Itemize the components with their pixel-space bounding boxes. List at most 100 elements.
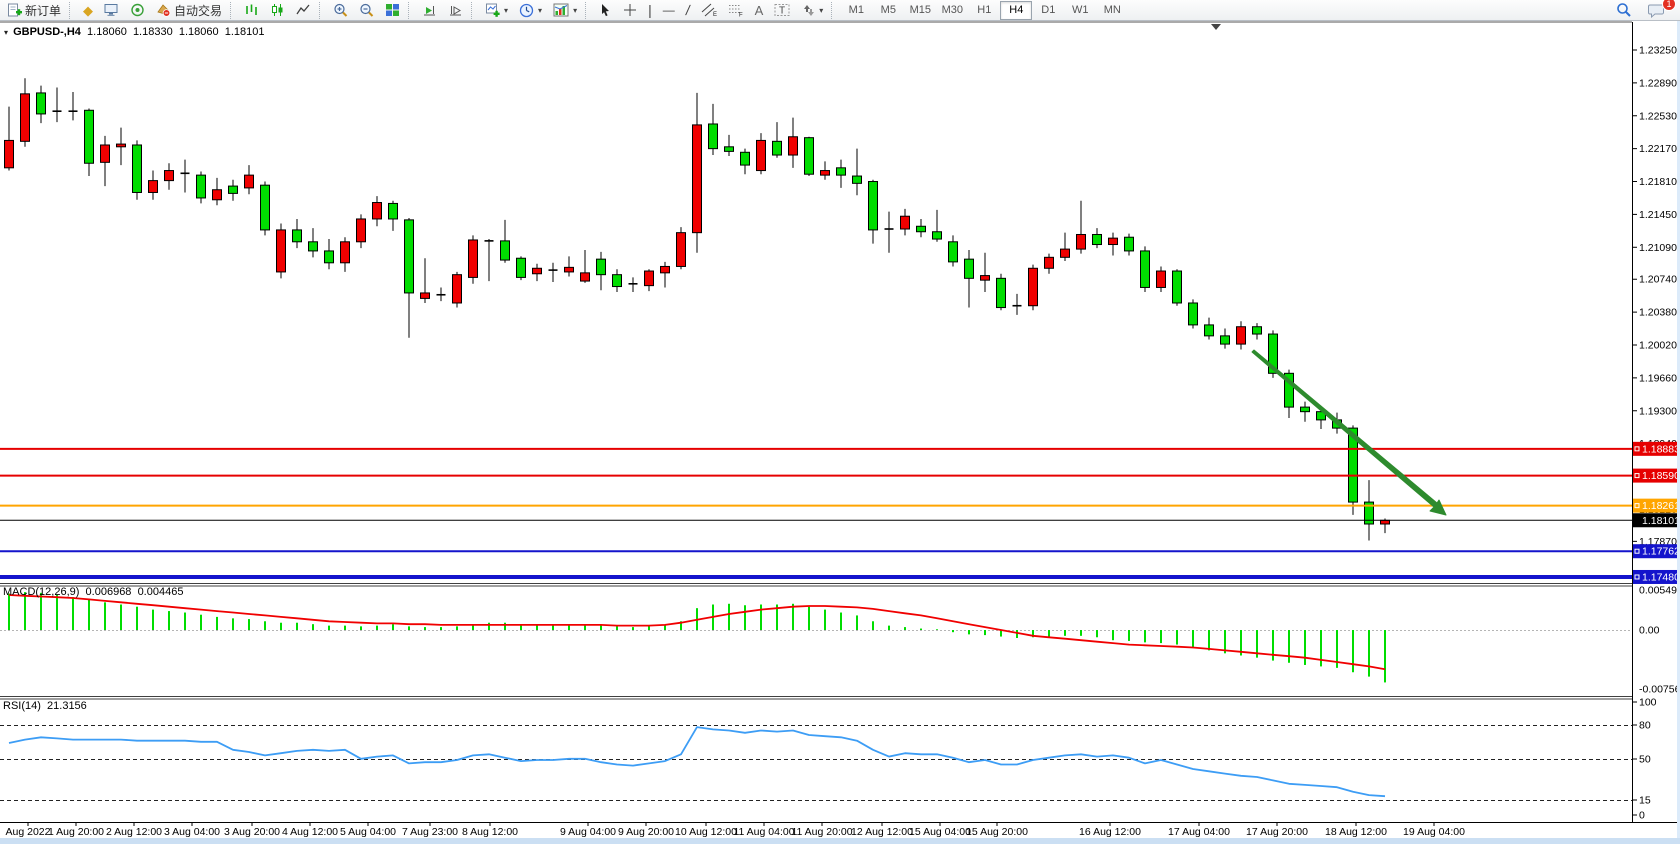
signals-button[interactable] <box>125 0 150 21</box>
bull-candle <box>212 189 222 201</box>
price-line-badge-label: 1.18101 <box>1642 515 1680 527</box>
cursor-tool-button[interactable] <box>594 0 617 21</box>
label-tool-button[interactable]: T <box>769 0 795 21</box>
bull-candle <box>532 267 542 275</box>
candlestick-mode-button[interactable] <box>265 0 290 21</box>
rsi-name: RSI(14) <box>3 700 41 712</box>
time-tick-label: 9 Aug 20:00 <box>618 826 674 838</box>
timeframe-H1[interactable]: H1 <box>977 4 992 16</box>
search-button[interactable] <box>1611 0 1637 21</box>
down-trend-arrow-annotation[interactable] <box>1251 349 1447 516</box>
toolbar-separator <box>230 1 236 19</box>
rsi-value: 21.3156 <box>47 700 87 712</box>
bear-candle <box>132 144 142 193</box>
time-tick-label: 10 Aug 12:00 <box>675 826 737 838</box>
main-toolbar: 新订单 ◆ 自动交易 <box>0 0 1680 21</box>
bull-candle <box>1028 267 1038 307</box>
time-tick-label: 17 Aug 04:00 <box>1168 826 1230 838</box>
macd-value-2: 0.004465 <box>137 586 184 598</box>
template-icon <box>553 3 569 17</box>
timeframe-H4[interactable]: H4 <box>1000 0 1033 20</box>
bear-candle <box>772 140 782 156</box>
auto-scroll-button[interactable] <box>417 0 442 21</box>
chart-canvas[interactable]: 1.23250 1.22890 1.22530 1.22170 1.21810 1.214… <box>0 21 1680 844</box>
timeframe-M1[interactable]: M1 <box>848 4 864 16</box>
text-tool-button[interactable]: A <box>750 0 769 21</box>
shapes-icon <box>804 5 815 16</box>
line-chart-mode-button[interactable] <box>291 0 316 21</box>
price-tick-label: 1.21450 <box>1639 209 1677 221</box>
toolbar-separator <box>408 1 414 19</box>
bear-candle <box>500 240 510 261</box>
badge-anchor-square <box>1634 574 1640 580</box>
timeframe-M5[interactable]: M5 <box>880 4 896 16</box>
time-tick-label: 9 Aug 04:00 <box>560 826 616 838</box>
trendline-tool-button[interactable]: / <box>681 0 695 21</box>
auto-trading-button[interactable]: 自动交易 <box>151 0 227 21</box>
time-tick-label: 19 Aug 04:00 <box>1403 826 1465 838</box>
fibonacci-tool-button[interactable]: F <box>723 0 749 21</box>
terminal-button[interactable] <box>99 0 124 21</box>
collapse-indicators-icon[interactable]: ▾ <box>4 28 9 37</box>
rsi-indicator-label: RSI(14) 21.3156 <box>3 700 87 712</box>
bull-candle <box>372 202 382 220</box>
timeframe-MN[interactable]: MN <box>1103 4 1121 16</box>
crosshair-tool-button[interactable] <box>618 0 642 21</box>
tile-windows-button[interactable] <box>380 0 405 21</box>
bear-candle <box>84 109 94 164</box>
bear-candle <box>260 184 270 231</box>
timeframe-group: M1 M5 M15 M30 H1 H4 D1 W1 MN <box>840 0 1128 20</box>
bull-candle <box>100 144 110 163</box>
price-tick-label: 1.22530 <box>1639 110 1677 122</box>
bull-candle <box>820 170 830 176</box>
zoom-out-button[interactable] <box>354 0 379 21</box>
bear-candle <box>948 241 958 263</box>
auto-trading-icon <box>157 4 171 17</box>
bear-candle <box>964 258 974 279</box>
timeframe-M30[interactable]: M30 <box>941 4 963 16</box>
price-tick-label: 1.22170 <box>1639 143 1677 155</box>
timeframe-W1[interactable]: W1 <box>1072 4 1089 16</box>
bull-candle <box>244 174 254 189</box>
zoom-in-button[interactable] <box>328 0 353 21</box>
templates-button[interactable]: ▾ <box>548 0 582 21</box>
price-line-badge <box>1633 544 1679 559</box>
bear-candle <box>1268 333 1278 374</box>
bear-candle <box>1252 326 1262 335</box>
toolbar-separator <box>831 1 837 19</box>
macd-indicator-label: MACD(12,26,9) 0.006968 0.004465 <box>3 586 183 598</box>
market-watch-button[interactable]: ◆ <box>78 0 98 21</box>
new-chart-button[interactable]: ▾ <box>480 0 513 21</box>
timeframe-M15[interactable]: M15 <box>909 4 931 16</box>
bull-candle <box>276 229 286 273</box>
chart-shift-button[interactable] <box>443 0 468 21</box>
time-tick-label: 15 Aug 20:00 <box>966 826 1028 838</box>
price-line-badge-label: 1.17480 <box>1642 571 1680 583</box>
chart-area: 1.23250 1.22890 1.22530 1.22170 1.21810 1.214… <box>0 21 1680 844</box>
bear-candle <box>404 219 414 294</box>
channel-tool-button[interactable]: E <box>696 0 722 21</box>
new-order-label: 新订单 <box>25 3 62 18</box>
chart-ohlc-header: ▾ GBPUSD-,H4 1.18060 1.18330 1.18060 1.1… <box>4 26 264 38</box>
bar-chart-mode-button[interactable] <box>239 0 264 21</box>
bear-candle <box>1188 302 1198 326</box>
new-order-button[interactable]: 新订单 <box>2 0 66 21</box>
macd-value-1: 0.006968 <box>85 586 132 598</box>
bull-candle <box>1380 519 1390 525</box>
badge-anchor-square <box>1634 473 1640 479</box>
badge-anchor-square <box>1634 446 1640 452</box>
toolbar-separator <box>319 1 325 19</box>
timeframe-D1[interactable]: D1 <box>1041 4 1056 16</box>
bull-candle <box>1236 326 1246 345</box>
bull-candle <box>340 241 350 264</box>
signal-icon <box>131 3 144 17</box>
notifications-button[interactable]: 1 <box>1643 0 1676 21</box>
arrows-tool-button[interactable]: ▾ <box>796 0 828 21</box>
profiles-button[interactable]: ▾ <box>514 0 547 21</box>
vertical-line-tool-button[interactable]: | <box>643 0 657 21</box>
bull-candle <box>452 274 462 304</box>
chart-shift-marker-icon[interactable] <box>1211 24 1221 30</box>
window-bottom-edge <box>0 838 1680 844</box>
bear-candle <box>1124 236 1134 252</box>
horizontal-line-tool-button[interactable]: — <box>658 0 680 21</box>
